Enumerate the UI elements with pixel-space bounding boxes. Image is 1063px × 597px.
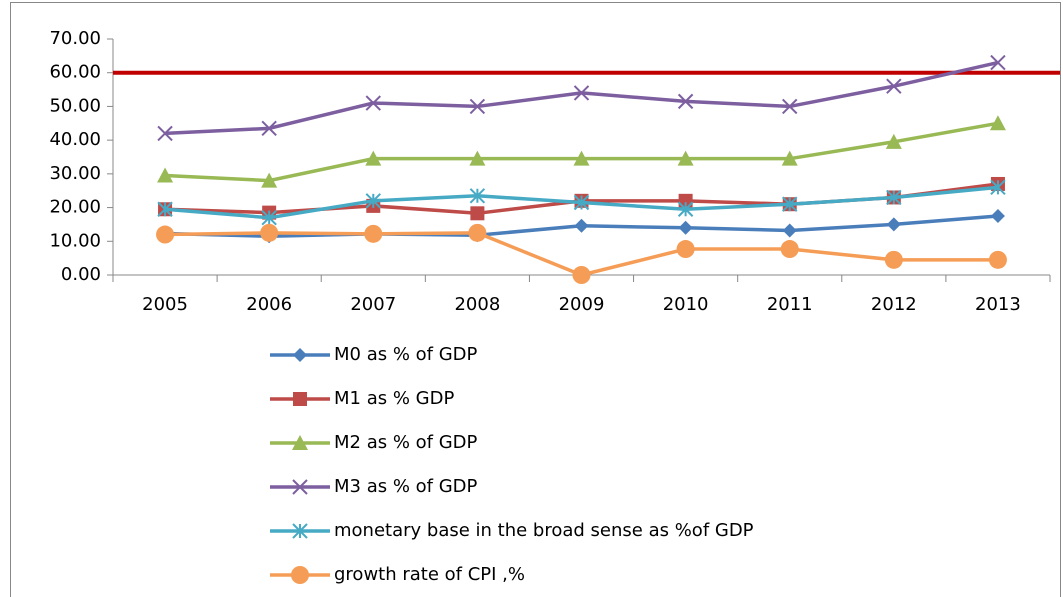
marker: [677, 93, 694, 110]
y-tick-label: 10.00: [49, 230, 101, 251]
marker: [678, 220, 693, 235]
marker: [572, 266, 591, 284]
marker: [157, 201, 173, 217]
marker: [678, 193, 693, 208]
marker: [292, 479, 308, 495]
marker: [780, 240, 799, 259]
marker: [261, 209, 277, 226]
legend-label: M1 as % GDP: [334, 388, 454, 409]
marker: [293, 392, 307, 406]
marker: [886, 78, 902, 94]
marker: [468, 223, 487, 242]
marker: [291, 566, 309, 584]
legend-label: M0 as % of GDP: [334, 344, 478, 365]
marker: [676, 240, 695, 259]
marker: [990, 209, 1005, 223]
marker: [292, 523, 308, 539]
y-tick-label: 40.00: [49, 129, 101, 150]
marker: [365, 193, 381, 209]
marker: [990, 54, 1006, 71]
marker: [469, 98, 486, 115]
legend-label: monetary base in the broad sense as %of …: [334, 520, 754, 541]
marker: [573, 85, 590, 101]
y-tick-label: 50.00: [49, 95, 101, 116]
legend-label: M2 as % of GDP: [334, 432, 478, 453]
marker: [782, 223, 797, 238]
marker: [365, 150, 382, 166]
marker: [469, 150, 486, 166]
marker: [573, 150, 590, 166]
y-tick-label: 60.00: [49, 62, 101, 83]
x-tick-label: 2013: [975, 294, 1021, 315]
x-tick-label: 2006: [246, 294, 292, 315]
marker: [573, 194, 590, 211]
marker: [574, 218, 589, 233]
marker: [884, 250, 903, 269]
x-tick-label: 2010: [663, 294, 709, 315]
marker: [677, 201, 694, 217]
marker: [156, 225, 175, 244]
x-tick-label: 2005: [142, 294, 188, 315]
marker: [886, 189, 902, 206]
marker: [260, 223, 279, 242]
marker: [469, 188, 486, 204]
marker: [470, 206, 485, 221]
marker: [261, 120, 277, 137]
legend-label: M3 as % of GDP: [334, 476, 478, 497]
marker: [988, 250, 1007, 269]
chart-frame: [10, 2, 1061, 597]
x-tick-label: 2009: [559, 294, 605, 315]
marker: [157, 167, 174, 183]
y-tick-label: 20.00: [49, 197, 101, 218]
marker: [781, 150, 798, 166]
marker: [990, 179, 1006, 196]
marker: [365, 95, 381, 111]
marker: [885, 133, 902, 149]
y-tick-label: 0.00: [61, 264, 101, 285]
x-tick-label: 2008: [454, 294, 500, 315]
x-tick-label: 2007: [350, 294, 396, 315]
marker: [261, 172, 278, 188]
marker: [292, 435, 308, 450]
marker: [782, 98, 798, 115]
x-tick-label: 2011: [767, 294, 813, 315]
marker: [989, 115, 1006, 131]
legend-label: growth rate of CPI ,%: [334, 564, 525, 585]
y-tick-label: 70.00: [49, 28, 101, 49]
marker: [677, 150, 694, 166]
marker: [886, 217, 901, 232]
marker: [157, 125, 173, 142]
y-tick-label: 30.00: [49, 163, 101, 184]
marker: [364, 224, 383, 243]
x-tick-label: 2012: [871, 294, 917, 315]
marker: [782, 196, 798, 212]
marker: [293, 348, 307, 362]
